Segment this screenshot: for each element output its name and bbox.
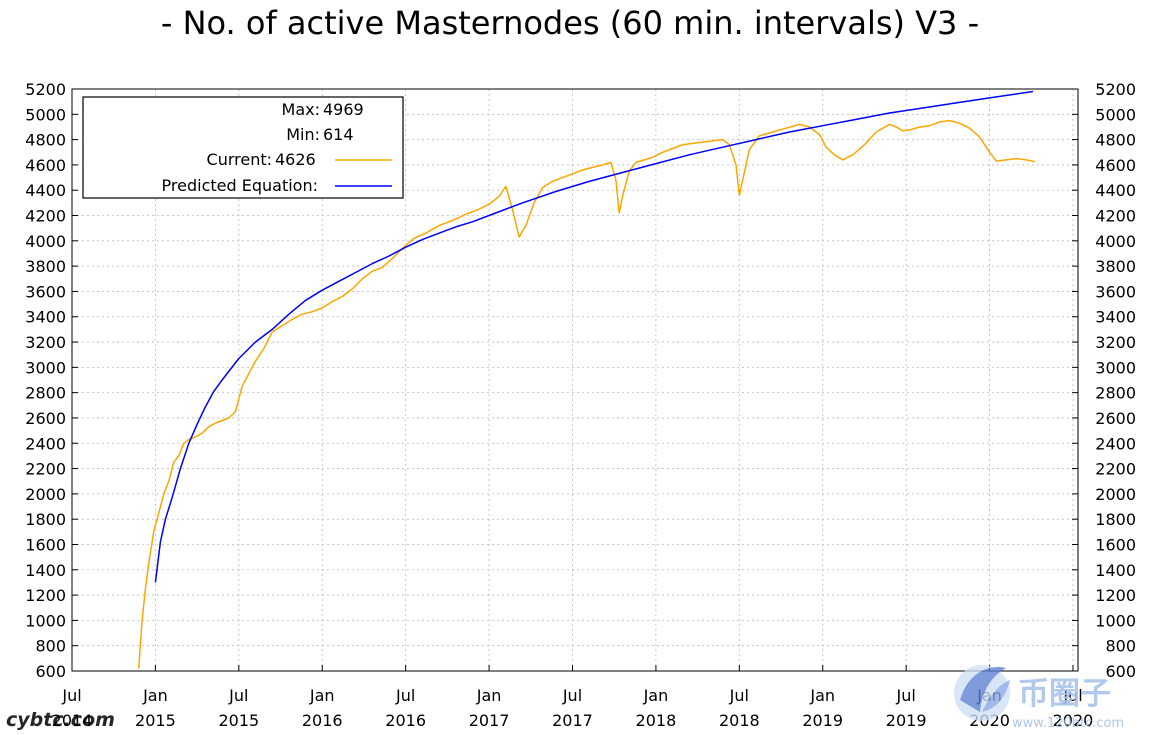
y-tick-label-right: 2600 xyxy=(1095,409,1136,428)
x-tick-month-label: Jan xyxy=(476,686,502,705)
y-tick-label-left: 1800 xyxy=(25,510,66,529)
y-tick-label-left: 4600 xyxy=(25,156,66,175)
x-tick-month-label: Jul xyxy=(562,686,582,705)
y-tick-label-left: 1200 xyxy=(25,586,66,605)
plot-frame xyxy=(71,88,1079,672)
series-line-current xyxy=(137,119,1035,669)
legend-min-value: 614 xyxy=(323,125,354,144)
y-tick-label-left: 3600 xyxy=(25,282,66,301)
series-line-predicted-equation xyxy=(154,90,1034,583)
y-tick-label-left: 3800 xyxy=(25,257,66,276)
x-tick-month-label: Jul xyxy=(395,686,415,705)
series-group xyxy=(137,90,1035,669)
watermark-url: www.120btc.com xyxy=(1012,716,1124,731)
y-tick-label-left: 2000 xyxy=(25,485,66,504)
y-tick-label-left: 4000 xyxy=(25,232,66,251)
y-tick-label-right: 2800 xyxy=(1095,384,1136,403)
watermark-right: 币圈子 www.120btc.com xyxy=(954,665,1124,731)
y-tick-label-left: 1400 xyxy=(25,561,66,580)
x-tick-year-label: 2017 xyxy=(469,711,510,730)
watermark-logo-icon xyxy=(954,665,1010,721)
y-tick-label-left: 5200 xyxy=(25,80,66,99)
y-tick-label-left: 4200 xyxy=(25,207,66,226)
legend-max-label: Max: xyxy=(282,100,320,119)
y-axis-right: 600 800 1000 1200 1400 1600 1800 2000 2200 2400 26… xyxy=(1072,80,1136,681)
legend-max-value: 4969 xyxy=(323,100,364,119)
y-tick-label-right: 4600 xyxy=(1095,156,1136,175)
y-tick-label-left: 1000 xyxy=(25,611,66,630)
x-tick-year-label: 2017 xyxy=(552,711,593,730)
y-tick-label-right: 3600 xyxy=(1095,282,1136,301)
x-tick-year-label: 2015 xyxy=(218,711,259,730)
x-tick-month-label: Jan xyxy=(643,686,669,705)
x-tick-month-label: Jul xyxy=(729,686,749,705)
legend-min-label: Min: xyxy=(286,125,320,144)
y-tick-label-right: 600 xyxy=(1105,662,1136,681)
y-tick-label-left: 2400 xyxy=(25,434,66,453)
watermark-cn-text: 币圈子 xyxy=(1018,676,1111,712)
y-tick-label-right: 3400 xyxy=(1095,308,1136,327)
legend-current-label: Current: xyxy=(207,150,272,169)
y-tick-label-right: 4800 xyxy=(1095,131,1136,150)
y-tick-label-right: 2400 xyxy=(1095,434,1136,453)
x-tick-month-label: Jan xyxy=(809,686,835,705)
y-tick-label-right: 4400 xyxy=(1095,181,1136,200)
y-tick-label-right: 5200 xyxy=(1095,80,1136,99)
x-tick-month-label: Jan xyxy=(309,686,335,705)
y-tick-label-right: 1600 xyxy=(1095,535,1136,554)
legend: Max: 4969 Min: 614 Current: 4626 Predict… xyxy=(82,96,404,199)
x-tick-month-label: Jul xyxy=(228,686,248,705)
x-tick-year-label: 2018 xyxy=(719,711,760,730)
y-tick-label-right: 1800 xyxy=(1095,510,1136,529)
y-tick-label-right: 1000 xyxy=(1095,611,1136,630)
y-tick-label-left: 5000 xyxy=(25,105,66,124)
y-tick-label-left: 2800 xyxy=(25,384,66,403)
y-tick-label-left: 4400 xyxy=(25,181,66,200)
x-tick-year-label: 2014 xyxy=(52,711,93,730)
y-tick-label-right: 3000 xyxy=(1095,358,1136,377)
y-tick-label-right: 4000 xyxy=(1095,232,1136,251)
y-tick-label-right: 5000 xyxy=(1095,105,1136,124)
y-tick-label-right: 4200 xyxy=(1095,207,1136,226)
y-tick-label-right: 3800 xyxy=(1095,257,1136,276)
x-tick-year-label: 2018 xyxy=(636,711,677,730)
x-tick-month-label: Jan xyxy=(142,686,168,705)
x-tick-year-label: 2019 xyxy=(802,711,843,730)
y-tick-label-left: 1600 xyxy=(25,535,66,554)
watermark-left: cybtc.com xyxy=(6,709,115,731)
x-tick-year-label: 2016 xyxy=(385,711,426,730)
y-axis-left: 600 800 1000 1200 1400 1600 1800 2000 2200 2400 26… xyxy=(25,80,78,681)
y-tick-label-right: 2000 xyxy=(1095,485,1136,504)
x-tick-month-label: Jul xyxy=(61,686,81,705)
y-tick-label-left: 600 xyxy=(35,662,66,681)
y-tick-label-right: 800 xyxy=(1105,637,1136,656)
y-tick-label-left: 2200 xyxy=(25,460,66,479)
y-tick-label-left: 3000 xyxy=(25,358,66,377)
y-tick-label-left: 3200 xyxy=(25,333,66,352)
legend-predicted-label: Predicted Equation: xyxy=(162,176,318,195)
legend-current-value: 4626 xyxy=(275,150,316,169)
y-tick-label-right: 2200 xyxy=(1095,460,1136,479)
x-tick-month-label: Jul xyxy=(896,686,916,705)
chart-title: - No. of active Masternodes (60 min. int… xyxy=(161,4,979,42)
x-tick-month-label: Jul xyxy=(1062,686,1082,705)
y-tick-label-left: 3400 xyxy=(25,308,66,327)
y-tick-label-right: 1400 xyxy=(1095,561,1136,580)
x-tick-year-label: 2016 xyxy=(302,711,343,730)
y-tick-label-left: 800 xyxy=(35,637,66,656)
x-tick-year-label: 2020 xyxy=(1053,711,1094,730)
y-tick-label-right: 3200 xyxy=(1095,333,1136,352)
x-tick-year-label: 2019 xyxy=(886,711,927,730)
y-tick-label-left: 4800 xyxy=(25,131,66,150)
x-tick-year-label: 2015 xyxy=(135,711,176,730)
x-axis: Jul 2014 Jan 2015 Jul 2015 Jan 2016 Jul 2016 Jan 20… xyxy=(52,665,1094,730)
y-tick-label-right: 1200 xyxy=(1095,586,1136,605)
y-tick-label-left: 2600 xyxy=(25,409,66,428)
legend-box xyxy=(82,96,404,199)
